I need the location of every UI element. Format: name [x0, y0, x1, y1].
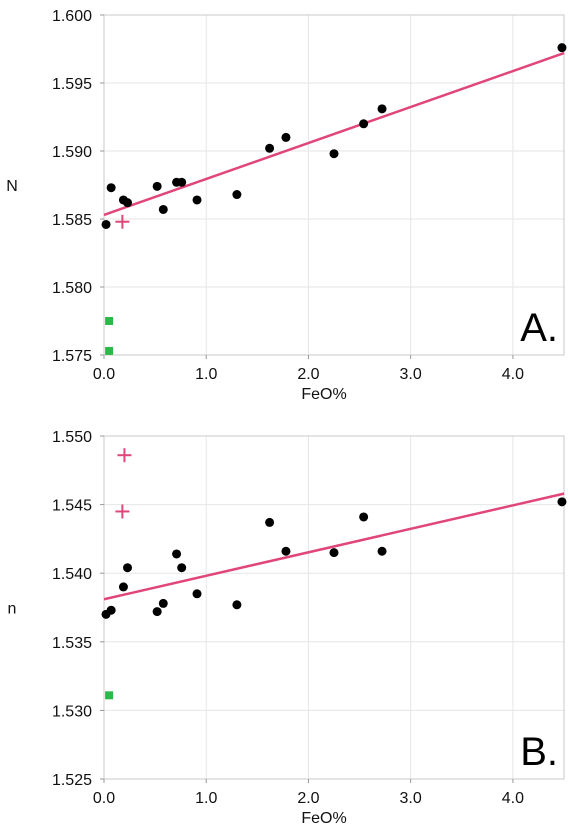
y-tick-label: 1.530 — [52, 703, 92, 720]
x-tick-label: 2.0 — [297, 790, 319, 807]
square-marker — [105, 317, 114, 325]
x-axis-title: FeO% — [301, 810, 346, 827]
y-tick-label: 1.545 — [52, 498, 92, 515]
y-tick-label: 1.575 — [52, 348, 92, 365]
x-axis-title: FeO% — [301, 386, 346, 403]
data-point — [118, 582, 128, 592]
trend-line — [103, 51, 565, 217]
y-tick-label: 1.590 — [52, 144, 92, 161]
y-tick-label: 1.525 — [52, 772, 92, 789]
data-point — [557, 43, 567, 53]
y-tick-label: 1.595 — [52, 76, 92, 93]
y-tick-label: 1.535 — [52, 635, 92, 652]
y-tick-label: 1.540 — [52, 566, 92, 583]
data-point — [359, 119, 369, 129]
data-point — [281, 546, 291, 556]
y-tick-label: 1.600 — [52, 8, 92, 25]
data-point — [123, 198, 133, 208]
x-tick-label: 2.0 — [297, 366, 319, 383]
data-point — [158, 204, 168, 214]
data-point — [192, 589, 202, 599]
data-point — [152, 607, 162, 617]
x-tick-label: 0.0 — [93, 790, 115, 807]
panel-label: A. — [520, 306, 558, 350]
x-tick-label: 0.0 — [93, 366, 115, 383]
chart-panel-b: 1.525 1.530 1.535 1.540 1.545 1.550 0.0 1.0 2.0 3… — [8, 429, 567, 827]
data-point — [265, 517, 275, 527]
data-point — [177, 563, 187, 573]
y-tick-label: 1.550 — [52, 429, 92, 446]
data-point — [106, 605, 116, 615]
data-point — [377, 104, 387, 114]
y-tick-label: 1.585 — [52, 212, 92, 229]
cross-marker — [115, 504, 130, 519]
y-tick-label: 1.580 — [52, 280, 92, 297]
data-point — [123, 563, 133, 573]
x-tick-label: 3.0 — [400, 790, 422, 807]
plot-area — [104, 436, 564, 779]
y-axis-title: N — [6, 178, 18, 195]
data-point — [359, 512, 369, 522]
data-point — [557, 497, 567, 507]
x-tick-label: 3.0 — [400, 366, 422, 383]
data-point — [106, 183, 116, 193]
data-point — [281, 132, 291, 142]
plot-frame — [103, 14, 565, 356]
trend-line — [103, 492, 565, 601]
x-tick-label: 1.0 — [195, 790, 217, 807]
cross-marker — [117, 448, 132, 463]
data-point — [172, 549, 182, 559]
x-tick-label: 1.0 — [195, 366, 217, 383]
data-point — [192, 195, 202, 205]
data-point — [377, 546, 387, 556]
chart-panel-a: 1.575 1.580 1.585 1.590 1.595 1.600 0.0 1.0 2.0 3… — [6, 8, 567, 403]
panel-label: B. — [520, 730, 558, 774]
x-tick-label: 4.0 — [502, 366, 524, 383]
data-point — [329, 149, 339, 159]
square-marker — [105, 346, 114, 355]
data-point — [232, 190, 242, 200]
data-point — [152, 181, 162, 191]
square-marker — [105, 691, 114, 700]
data-point — [329, 548, 339, 558]
data-point — [101, 219, 111, 229]
data-point — [265, 143, 275, 153]
y-axis-title: n — [8, 601, 17, 618]
x-tick-label: 4.0 — [502, 790, 524, 807]
data-point — [158, 598, 168, 608]
plot-frame — [103, 435, 565, 780]
data-point — [177, 177, 187, 187]
cross-marker — [115, 214, 130, 229]
data-point — [232, 600, 242, 610]
